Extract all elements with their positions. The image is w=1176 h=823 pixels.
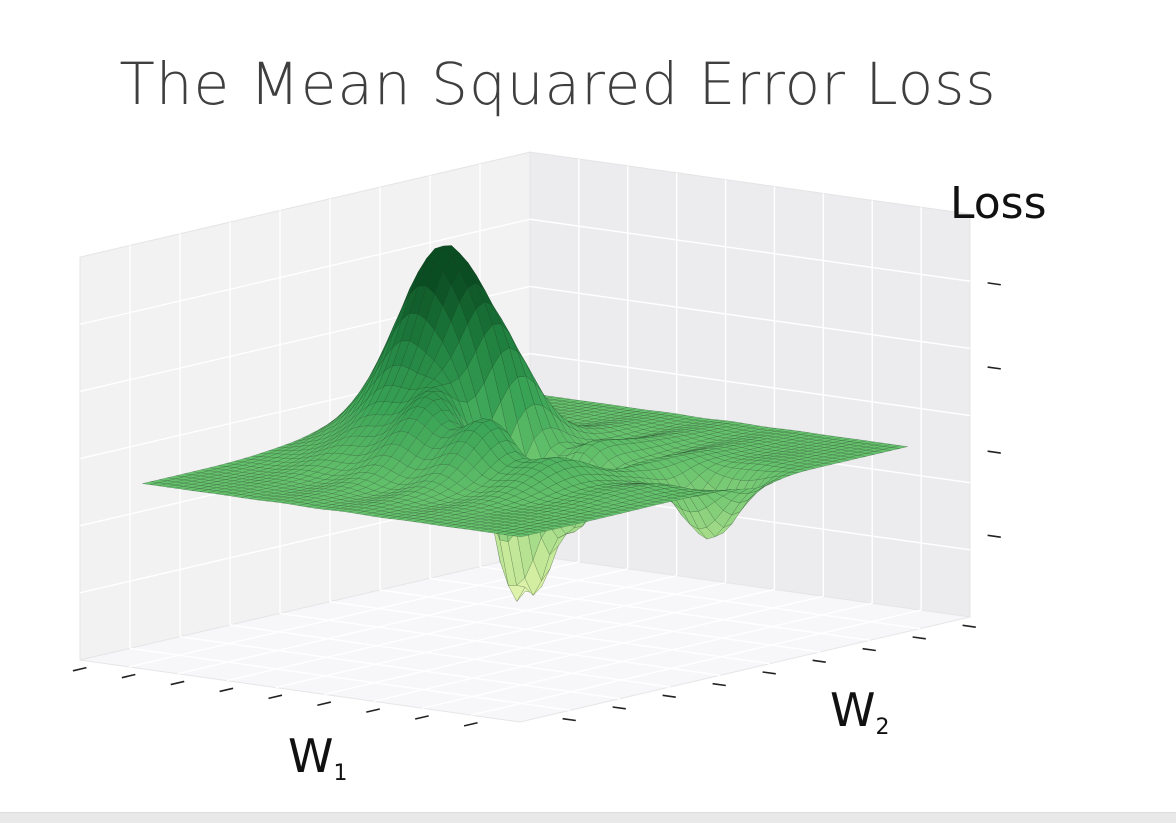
w2-tick bbox=[73, 668, 87, 671]
y-axis-label-subscript: 2 bbox=[875, 715, 889, 740]
w2-tick bbox=[122, 675, 135, 678]
w1-tick bbox=[813, 660, 826, 662]
z-axis-label: Loss bbox=[950, 178, 1047, 229]
loss-tick bbox=[988, 367, 1001, 369]
loss-tick bbox=[988, 535, 1001, 537]
y-axis-label-main: W bbox=[830, 683, 875, 737]
x-axis-label-main: W bbox=[288, 729, 333, 783]
w2-tick bbox=[220, 688, 234, 691]
w1-tick bbox=[613, 707, 626, 709]
loss-tick bbox=[988, 283, 1001, 285]
bottom-bar bbox=[0, 812, 1176, 823]
w1-tick bbox=[663, 695, 676, 697]
w2-tick bbox=[171, 681, 185, 684]
w1-tick bbox=[713, 684, 726, 686]
w2-tick bbox=[366, 709, 380, 712]
w1-tick bbox=[963, 625, 976, 627]
x-axis-label: W1 bbox=[288, 729, 347, 786]
w1-tick bbox=[913, 637, 926, 639]
w1-tick bbox=[763, 672, 776, 674]
w1-tick bbox=[863, 649, 876, 651]
w1-tick bbox=[563, 719, 576, 721]
x-axis-label-subscript: 1 bbox=[333, 761, 347, 786]
y-axis-label: W2 bbox=[830, 683, 889, 740]
w2-tick bbox=[415, 716, 429, 719]
loss-tick bbox=[988, 451, 1001, 453]
w2-tick bbox=[269, 695, 283, 698]
w2-tick bbox=[464, 723, 478, 726]
w2-tick bbox=[317, 702, 331, 705]
